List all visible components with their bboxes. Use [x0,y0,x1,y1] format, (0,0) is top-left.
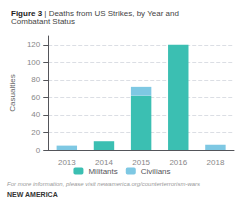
svg-text:NEW AMERICA: NEW AMERICA [7,191,58,198]
svg-text:2014: 2014 [95,158,113,167]
svg-text:Civilians: Civilians [141,167,171,176]
svg-text:80: 80 [31,75,40,84]
svg-text:40: 40 [31,110,40,119]
svg-text:0: 0 [36,146,41,155]
html-text:Figure 3 | Deaths from US Stri: Figure 3 | Deaths from US Strikes, by Ye… [11,8,182,18]
svg-text:Casualties: Casualties [8,74,17,111]
svg-text:For more information, please v: For more information, please visit newam… [7,181,200,187]
svg-text:60: 60 [31,93,40,102]
svg-text:Combatant Status: Combatant Status [11,17,75,26]
svg-text:120: 120 [27,40,41,49]
svg-text:2015: 2015 [132,158,150,167]
svg-text:2013: 2013 [58,158,76,167]
svg-text:2018: 2018 [207,158,225,167]
svg-text:100: 100 [27,58,41,67]
svg-text:20: 20 [31,128,40,137]
svg-text:Militants: Militants [88,167,117,176]
svg-text:2016: 2016 [169,158,187,167]
